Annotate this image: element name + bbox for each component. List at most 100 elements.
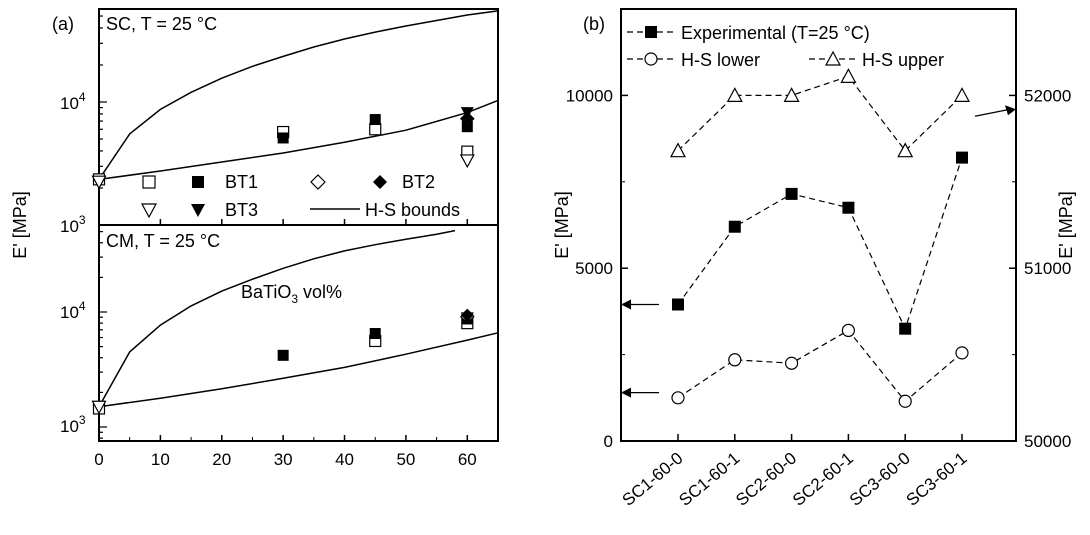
left-y-tick-label: 0 <box>604 432 613 451</box>
data-point-triangle-down-filled <box>460 107 474 120</box>
x-tick-label: 10 <box>151 450 170 469</box>
legend-marker-square-open <box>142 175 156 189</box>
panel-a-bottom-points <box>91 308 475 415</box>
series-point-circle-open <box>955 346 969 360</box>
legend-marker-square-filled <box>192 176 204 188</box>
panel-b: (b) E' [MPa] E' [MPa] 0 5000 10000 50000 510… <box>552 8 1076 510</box>
data-point-square-filled <box>277 349 289 361</box>
panel-a-top-hs-bounds <box>98 10 499 181</box>
series-point-circle-open <box>898 394 912 408</box>
data-point-triangle-down-open <box>91 400 107 415</box>
series-point-circle-open <box>784 356 799 370</box>
panel-a-y-axis-label: E' [MPa] <box>10 191 30 258</box>
legend-sample-marker-circle-open <box>644 52 658 66</box>
series-point-square-filled <box>956 151 968 164</box>
x-tick-label: 50 <box>396 450 415 469</box>
legend-sample-marker-triangle-up-open <box>824 50 842 66</box>
legend-bt1-label: BT1 <box>225 172 258 192</box>
series-point-square-filled <box>899 322 912 335</box>
legend-hs-lower-label: H-S lower <box>681 50 760 70</box>
panel-a-top-ticks <box>99 15 107 226</box>
x-tick-label: 40 <box>335 450 354 469</box>
panel-b-frame <box>620 8 1017 442</box>
x-tick-label: 0 <box>94 450 103 469</box>
axis-arrow-head <box>621 387 631 398</box>
x-category-label: SC3-60-0 <box>846 449 914 510</box>
data-point-square-filled <box>369 328 381 340</box>
right-y-tick-label: 51000 <box>1024 259 1071 278</box>
series-point-triangle-up-open <box>783 87 800 103</box>
series-point-square-filled <box>842 201 855 214</box>
series-line <box>677 329 963 403</box>
series-point-triangle-up-open <box>726 87 743 103</box>
left-y-tick-label: 10000 <box>566 86 613 105</box>
x-tick-label: 60 <box>458 450 477 469</box>
x-category-label: SC1-60-1 <box>675 449 743 510</box>
legend-bt3-label: BT3 <box>225 200 258 220</box>
series-point-circle-open <box>841 323 856 338</box>
legend-sample-marker-square-filled <box>645 26 657 38</box>
series-point-square-filled <box>728 220 741 233</box>
series-point-triangle-up-open <box>840 68 857 83</box>
panel-a-top-points <box>91 107 475 190</box>
legend-hs-upper-label: H-S upper <box>862 50 944 70</box>
panel-a-top-frame <box>98 8 499 226</box>
right-y-tick-label: 52000 <box>1024 86 1071 105</box>
axis-arrow-line <box>974 108 1011 117</box>
hs-upper-curve <box>98 229 456 408</box>
panel-a-bottom-hs-bounds <box>98 229 499 408</box>
left-y-tick-label: 5000 <box>575 259 613 278</box>
panel-b-label: (b) <box>583 14 605 34</box>
series-point-circle-open <box>728 353 742 367</box>
series-point-triangle-up-open <box>953 87 971 103</box>
data-point-square-open <box>369 123 382 136</box>
data-point-triangle-down-open <box>459 154 475 169</box>
data-point-triangle-down-open <box>91 175 107 190</box>
x-category-label: SC1-60-0 <box>619 449 687 510</box>
xlabel-main: BaTiO <box>241 282 291 302</box>
xlabel-sub: 3 <box>291 292 298 306</box>
panel-a-bottom-ytick-10-3: 103 <box>60 413 86 436</box>
axis-arrow-head <box>621 299 631 310</box>
panel-a-top-title: SC, T = 25 °C <box>106 14 217 34</box>
panel-a: 0 10 20 30 40 50 60 (a) SC, T = 25 °C CM, T = … <box>10 8 499 469</box>
panel-a-top-ytick-10-4: 104 <box>60 90 86 113</box>
series-point-square-filled <box>672 298 684 311</box>
data-point-triangle-down-filled <box>460 312 474 325</box>
panel-a-bottom-ytick-10-4: 104 <box>60 299 86 322</box>
legend-marker-diamond-filled <box>373 175 387 189</box>
legend-marker-diamond-open <box>310 174 326 190</box>
x-category-label: SC3-60-1 <box>903 449 971 510</box>
panel-b-legend: Experimental (T=25 °C) H-S lower H-S upp… <box>627 23 944 70</box>
x-tick-label: 20 <box>212 450 231 469</box>
legend-experimental-label: Experimental (T=25 °C) <box>681 23 870 43</box>
panel-a-legend: BT1 BT2 BT3 H-S bounds <box>140 172 460 220</box>
hs-lower-curve <box>98 332 499 408</box>
panel-a-ytick-10-3-shared: 103 <box>60 213 86 236</box>
axis-arrow-head <box>1005 105 1016 116</box>
series-line <box>677 75 963 152</box>
data-point-square-filled <box>461 121 473 133</box>
panel-a-x-axis-label: BaTiO3 vol% <box>241 282 342 306</box>
panel-b-ticks: 0 5000 10000 50000 51000 52000 SC1-60-0SC1-60-… <box>566 8 1071 510</box>
panel-b-axis-arrows <box>621 105 1016 398</box>
panel-a-label: (a) <box>52 14 74 34</box>
hs-lower-curve <box>98 99 499 181</box>
panel-a-x-ticks: 0 10 20 30 40 50 60 <box>94 219 477 469</box>
hs-upper-curve <box>98 10 499 180</box>
legend-marker-triangle-down-filled <box>191 204 205 217</box>
panel-a-bottom-ticks <box>99 231 107 439</box>
data-point-square-filled <box>369 114 381 126</box>
panel-a-bottom-frame <box>98 224 499 442</box>
legend-marker-triangle-down-open <box>140 203 158 219</box>
panel-b-left-y-axis-label: E' [MPa] <box>552 191 572 258</box>
x-category-label: SC2-60-0 <box>732 449 800 510</box>
series-point-triangle-up-open <box>897 142 914 158</box>
x-category-label: SC2-60-1 <box>789 449 857 510</box>
xlabel-tail: vol% <box>298 282 342 302</box>
panel-b-points <box>669 68 971 408</box>
panel-b-series-lines <box>677 75 963 403</box>
legend-hs-bounds-label: H-S bounds <box>365 200 460 220</box>
panel-a-bottom-title: CM, T = 25 °C <box>106 231 220 251</box>
